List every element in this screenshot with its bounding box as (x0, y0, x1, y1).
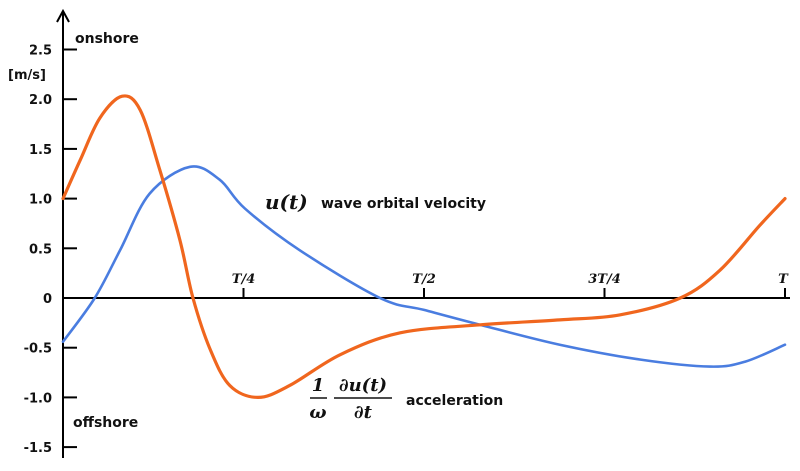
velocity-series-name: u(t) (265, 190, 308, 214)
y-axis-arrow-icon (56, 8, 70, 23)
accel-frac2-num: ∂u(t) (339, 375, 387, 396)
y-tick-label: 0 (43, 292, 52, 307)
y-tick-label: 2.5 (29, 44, 52, 59)
x-tick-label: T/2 (412, 272, 435, 287)
onshore-label: onshore (75, 31, 139, 47)
velocity-series-line (61, 165, 787, 368)
y-tick-label: 2.0 (29, 93, 52, 108)
y-tick-label: -1.5 (24, 441, 52, 456)
x-tick-label: 3T/4 (588, 272, 621, 287)
y-tick-label: 1.0 (29, 193, 52, 208)
y-tick-label: 1.5 (29, 143, 52, 158)
accel-frac1-den: ω (309, 402, 326, 423)
velocity-series-label: wave orbital velocity (321, 196, 486, 212)
y-tick-label: 0.5 (29, 242, 52, 257)
accel-series-label: acceleration (406, 393, 503, 409)
y-axis-unit-label: [m/s] (8, 68, 46, 83)
accel-frac2-den: ∂t (354, 402, 373, 423)
y-tick-label: -0.5 (24, 342, 52, 357)
acceleration-series-line (61, 94, 787, 400)
axes (56, 8, 790, 458)
y-tick-label: -1.0 (24, 391, 52, 406)
x-tick-label: T/4 (232, 272, 255, 287)
x-tick-label: T (778, 272, 789, 287)
offshore-label: offshore (73, 415, 138, 431)
accel-frac1-num: 1 (312, 375, 325, 396)
